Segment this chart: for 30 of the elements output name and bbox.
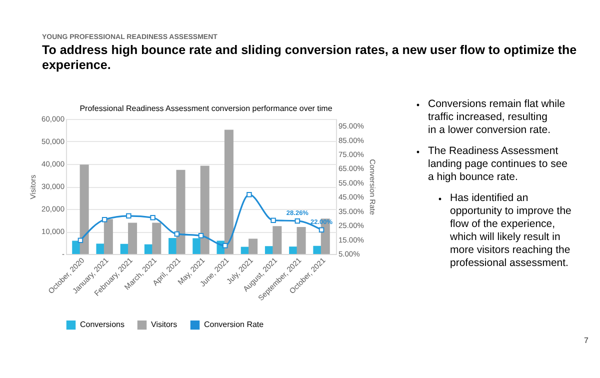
bar [272, 226, 282, 254]
bar [128, 222, 138, 254]
chart-title: Professional Readiness Assessment conversion performance over time [80, 104, 333, 113]
point [270, 218, 276, 223]
point [294, 218, 300, 224]
point [174, 231, 180, 237]
point [150, 215, 156, 220]
bar [176, 170, 186, 254]
bar [248, 238, 258, 254]
text: 7 [584, 336, 589, 345]
bar [152, 222, 162, 254]
text: Has identified an opportunity to improve the flow of the experience, which will likely result in more visitors reaching the professional assessment. [449, 192, 572, 269]
bar [224, 130, 234, 254]
bar [200, 166, 210, 254]
point [126, 213, 132, 219]
legend-label: Conversions [80, 320, 124, 330]
point [222, 242, 228, 248]
point [318, 227, 324, 232]
bar [296, 227, 306, 254]
bar [80, 164, 89, 254]
legend-label: Conversion Rate [204, 320, 264, 330]
text: To address high bounce rate and sliding conversion rates, a new user flow to optimize the experience. [42, 43, 577, 72]
text: Conversions remain flat while traffic increased, resulting in a lower conversion rate. [428, 98, 566, 136]
point [78, 238, 84, 243]
text: The Readiness Assessment landing page continues to see a high bounce rate. [428, 145, 568, 183]
point [246, 192, 252, 198]
legend-label: Visitors [151, 320, 178, 330]
point [198, 233, 204, 238]
point [102, 216, 108, 222]
bar [104, 219, 113, 254]
